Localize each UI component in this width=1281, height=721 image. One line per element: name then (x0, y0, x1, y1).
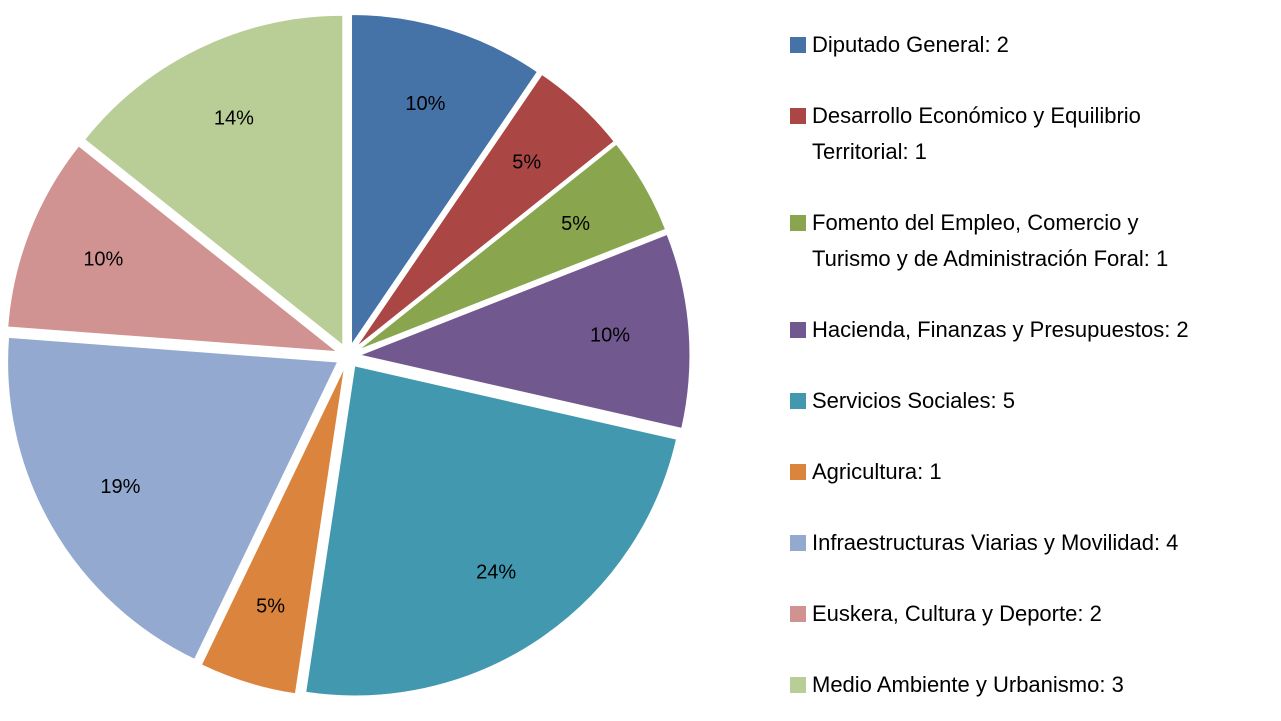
legend: Diputado General: 2 Desarrollo Económico … (790, 27, 1189, 703)
legend-item: Fomento del Empleo, Comercio y Turismo y… (790, 205, 1189, 277)
chart: 10% 5% 5% 10% 24% 5% 19% 10% 14% (7, 14, 691, 697)
pie-slice (84, 14, 344, 347)
legend-swatch (790, 322, 806, 338)
legend-item: Servicios Sociales: 5 (790, 383, 1189, 419)
legend-swatch (790, 677, 806, 693)
legend-swatch (790, 535, 806, 551)
legend-item: Medio Ambiente y Urbanismo: 3 (790, 667, 1189, 703)
data-label: 10% (590, 325, 630, 347)
legend-item: Diputado General: 2 (790, 27, 1189, 63)
data-label: 10% (405, 93, 445, 115)
data-label: 5% (512, 152, 541, 174)
pie-slice (358, 233, 691, 429)
data-label: 5% (256, 595, 285, 617)
data-label: 5% (561, 213, 590, 235)
legend-item: Agricultura: 1 (790, 454, 1189, 490)
legend-label: Desarrollo Económico y Equilibrio Territ… (812, 103, 1141, 164)
legend-label: Hacienda, Finanzas y Presupuestos: 2 (812, 317, 1189, 342)
pie-slice (358, 143, 667, 351)
pie-slice (7, 145, 339, 353)
legend-swatch (790, 215, 806, 231)
data-label: 10% (83, 248, 123, 270)
pie-slice (355, 73, 615, 348)
legend-label: Agricultura: 1 (812, 459, 942, 484)
legend-label: Euskera, Cultura y Deporte: 2 (812, 601, 1102, 626)
legend-label: Diputado General: 2 (812, 32, 1009, 57)
pie-slice (7, 336, 339, 661)
legend-item: Euskera, Cultura y Deporte: 2 (790, 596, 1189, 632)
legend-swatch (790, 606, 806, 622)
legend-swatch (790, 37, 806, 53)
data-label: 24% (476, 561, 516, 583)
legend-swatch (790, 393, 806, 409)
pie-slice (305, 365, 678, 697)
data-label: 19% (100, 476, 140, 498)
legend-label: Infraestructuras Viarias y Movilidad: 4 (812, 530, 1179, 555)
legend-swatch (790, 464, 806, 480)
legend-label: Medio Ambiente y Urbanismo: 3 (812, 672, 1124, 697)
data-label: 14% (214, 108, 254, 130)
pie-slice (351, 14, 539, 347)
legend-label: Servicios Sociales: 5 (812, 388, 1015, 413)
legend-swatch (790, 108, 806, 124)
pie-slice (200, 367, 345, 695)
legend-item: Infraestructuras Viarias y Movilidad: 4 (790, 525, 1189, 561)
legend-item: Desarrollo Económico y Equilibrio Territ… (790, 98, 1189, 170)
legend-item: Hacienda, Finanzas y Presupuestos: 2 (790, 312, 1189, 348)
legend-label: Fomento del Empleo, Comercio y Turismo y… (812, 210, 1169, 271)
